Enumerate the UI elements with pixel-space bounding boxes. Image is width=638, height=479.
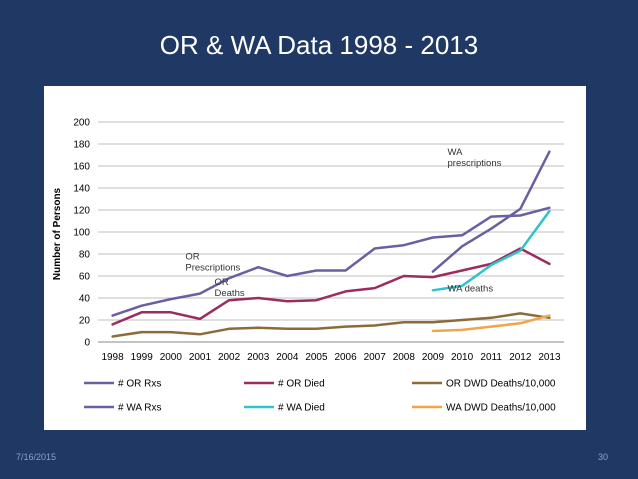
legend-label: # OR Rxs <box>118 379 161 390</box>
x-tick-labels: 1998 1999 2000 2001 2002 2003 2004 2005 2006 2007… <box>101 352 561 363</box>
chart-panel: 0 20 40 60 80 100 120 140 160 180 200 1998 1999 2000… <box>44 86 586 430</box>
x-tick-label: 2006 <box>334 352 357 363</box>
slide-date: 7/16/2015 <box>16 452 57 462</box>
y-tick-label: 160 <box>73 162 90 173</box>
y-axis-label: Number of Persons <box>52 187 63 280</box>
x-tick-label: 2012 <box>509 352 532 363</box>
y-tick-label: 0 <box>84 338 90 349</box>
x-tick-label: 2001 <box>189 352 212 363</box>
grid-lines <box>98 121 564 343</box>
x-tick-label: 1998 <box>101 352 124 363</box>
slide-page-number: 30 <box>597 452 608 462</box>
legend-label: # OR Died <box>278 379 325 390</box>
series-line-6 <box>431 314 551 333</box>
x-tick-label: 2007 <box>364 352 387 363</box>
x-tick-label: 2005 <box>305 352 328 363</box>
y-tick-label: 180 <box>73 140 90 151</box>
annotations: WA prescriptions OR Prescriptions OR Deaths WA… <box>185 147 501 299</box>
annotation-label: OR Prescriptions <box>185 252 240 274</box>
x-tick-label: 2013 <box>538 352 561 363</box>
annotation-label: WA deaths <box>448 283 494 294</box>
x-tick-label: 2010 <box>451 352 474 363</box>
series-line-5 <box>431 209 551 292</box>
x-tick-label: 1999 <box>131 352 154 363</box>
x-tick-label: 2009 <box>422 352 445 363</box>
x-tick-label: 2004 <box>276 352 299 363</box>
series-line-4 <box>431 150 551 273</box>
y-tick-label: 200 <box>73 118 90 129</box>
legend-label: OR DWD Deaths/10,000 <box>446 379 556 390</box>
y-tick-label: 120 <box>73 206 90 217</box>
legend-label: # WA Died <box>278 403 325 414</box>
legend-label: WA DWD Deaths/10,000 <box>446 403 556 414</box>
legend: # OR Rxs # OR Died OR DWD Deaths/10,000 # W… <box>84 379 556 414</box>
series-line-2 <box>111 247 551 326</box>
y-tick-label: 40 <box>79 294 91 305</box>
x-tick-label: 2000 <box>160 352 183 363</box>
y-tick-labels: 0 20 40 60 80 100 120 140 160 180 200 <box>73 118 90 349</box>
line-chart: 0 20 40 60 80 100 120 140 160 180 200 1998 1999 2000… <box>52 118 564 414</box>
x-tick-label: 2002 <box>218 352 241 363</box>
y-tick-label: 140 <box>73 184 90 195</box>
annotation-label: OR Deaths <box>215 277 245 299</box>
series-line-1 <box>111 206 551 317</box>
series-lines <box>111 150 551 338</box>
series-line-3 <box>111 312 551 338</box>
slide-title: OR & WA Data 1998 - 2013 <box>159 30 479 60</box>
legend-label: # WA Rxs <box>118 403 162 414</box>
x-tick-label: 2003 <box>247 352 270 363</box>
annotation-label: WA prescriptions <box>448 147 502 169</box>
y-tick-label: 60 <box>79 272 91 283</box>
y-tick-label: 100 <box>73 228 90 239</box>
x-tick-label: 2011 <box>480 352 502 363</box>
x-tick-label: 2008 <box>393 352 416 363</box>
y-tick-label: 80 <box>79 250 91 261</box>
y-tick-label: 20 <box>79 316 91 327</box>
